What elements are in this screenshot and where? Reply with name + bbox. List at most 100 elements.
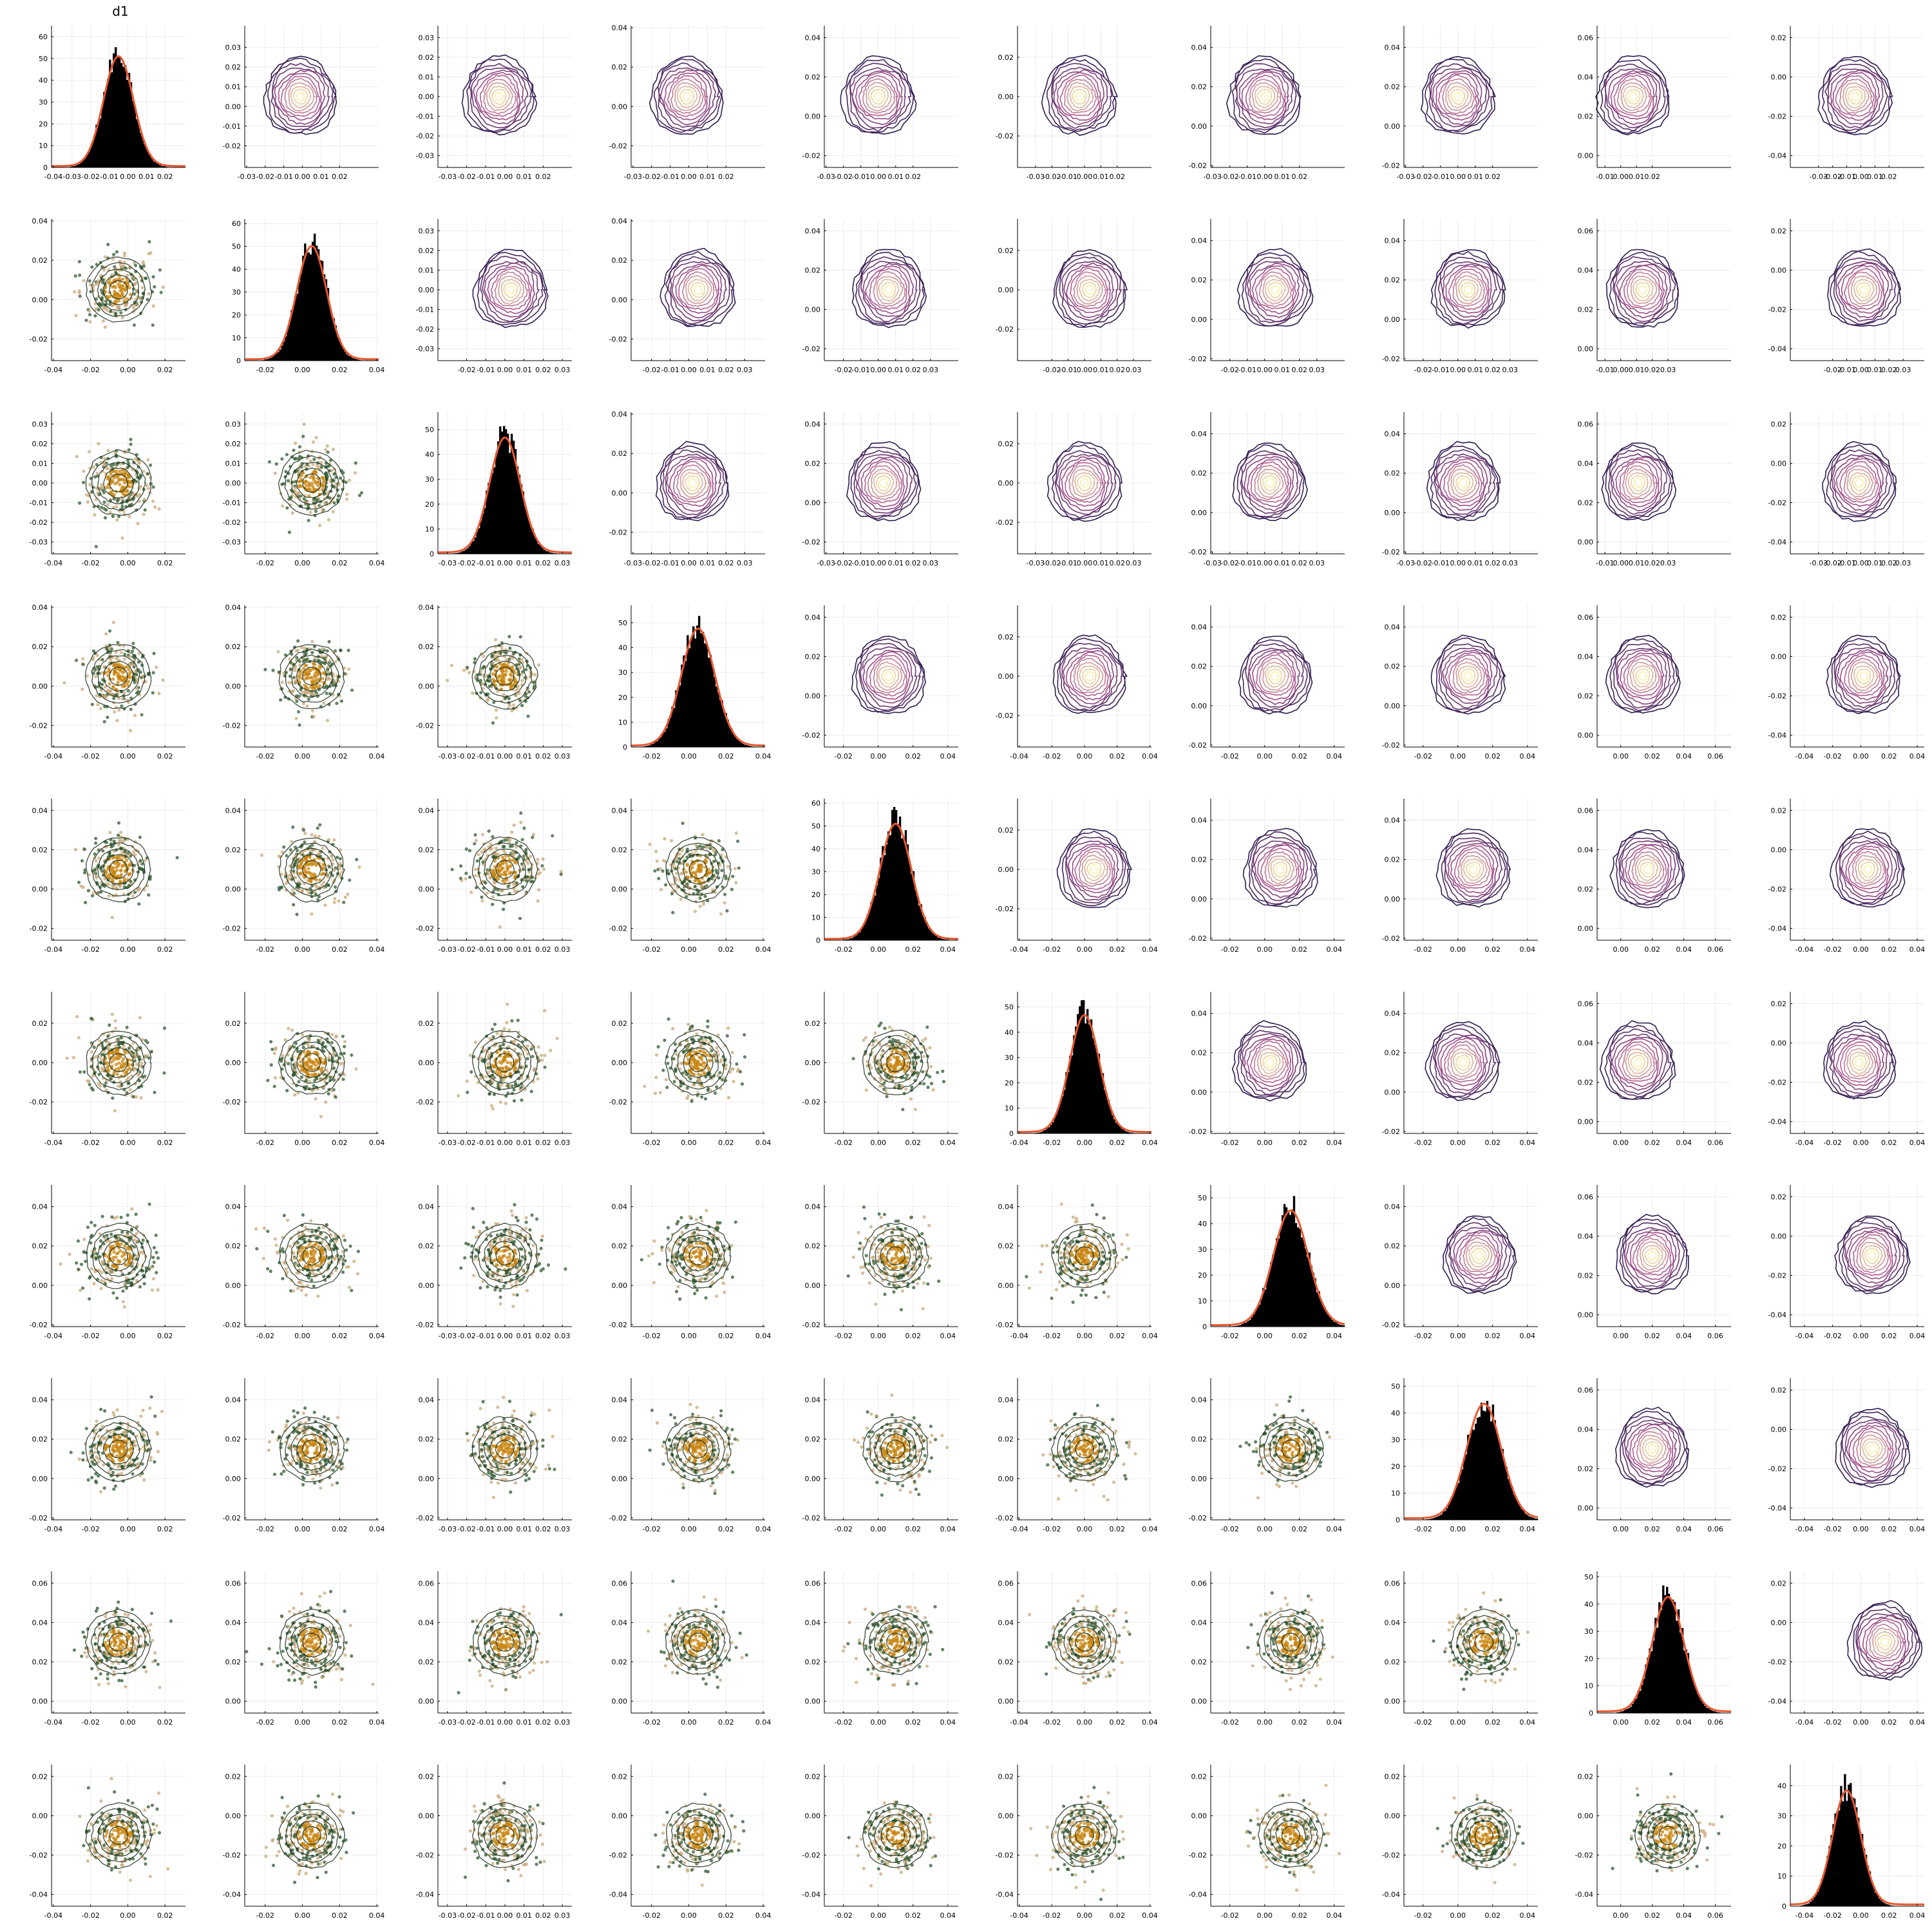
x-tick-label: -0.03 [439, 945, 457, 954]
scatter-point [504, 673, 507, 677]
contour-line [1273, 862, 1288, 878]
scatter-point [127, 448, 131, 452]
scatter-point [309, 668, 313, 672]
scatter-point [120, 864, 125, 867]
histogram-bar [474, 537, 477, 554]
scatter-point [486, 869, 490, 873]
scatter-point [284, 469, 288, 473]
scatter-point [112, 855, 116, 859]
scatter-point [294, 441, 298, 445]
scatter-point [355, 858, 359, 862]
contour-line [503, 282, 518, 299]
scatter-point [110, 915, 114, 920]
scatter-point [263, 668, 267, 672]
contour-line [685, 275, 712, 304]
scatter-point [491, 902, 495, 906]
x-tick-label: -0.02 [81, 945, 99, 954]
contour-line [1622, 844, 1673, 898]
scatter-point [282, 845, 286, 849]
scatter-point [313, 840, 317, 844]
scatter-point [532, 681, 536, 685]
scatter-point [123, 251, 127, 255]
scatter-point [292, 869, 296, 873]
histogram-bar [97, 122, 100, 167]
scatter-point [502, 838, 507, 842]
y-tick-label: 0.00 [225, 682, 242, 690]
y-tick-label: 0.04 [225, 806, 242, 815]
contour-line [1848, 658, 1881, 694]
scatter-point [111, 480, 115, 484]
scatter-point [508, 871, 512, 875]
contour-line [667, 75, 706, 117]
scatter-point [314, 470, 317, 474]
x-tick-label: -0.02 [1043, 559, 1061, 567]
contour-line [1430, 249, 1506, 329]
scatter-point [78, 501, 82, 505]
scatter-point [153, 505, 157, 509]
histogram-bar [325, 279, 328, 361]
scatter-point [103, 325, 108, 329]
contour-line [500, 279, 522, 302]
scatter-point [290, 840, 294, 844]
scatter-point [106, 281, 111, 285]
histogram-bar [717, 692, 720, 747]
x-tick-label: 0.00 [1256, 173, 1273, 181]
x-tick-label: 0.00 [1853, 366, 1869, 374]
scatter-point [507, 634, 511, 639]
contour-line [1605, 249, 1680, 328]
contour-line [1231, 58, 1302, 134]
scatter-point [488, 685, 491, 688]
histogram-bar [547, 551, 549, 554]
contour-line [840, 55, 917, 135]
y-tick-label: 0.06 [1578, 227, 1594, 235]
y-tick-label: 0.00 [1191, 122, 1208, 131]
x-tick-label: -0.04 [44, 752, 62, 761]
contour-line [288, 82, 316, 112]
y-tick-label: 0.02 [1578, 306, 1594, 314]
scatter-point [690, 871, 694, 875]
scatter-point [312, 478, 316, 482]
scatter-point [123, 652, 127, 656]
y-tick-label: -0.02 [416, 721, 434, 730]
histogram-bar [677, 688, 679, 747]
x-tick-label: 0.00 [120, 559, 136, 567]
contour-line [1600, 59, 1669, 134]
scatter-point [296, 492, 300, 496]
contour-line [1458, 478, 1468, 488]
scatter-point [333, 896, 337, 901]
x-tick-label: 0.02 [157, 945, 173, 954]
x-tick-label: -0.01 [1596, 173, 1614, 181]
scatter-point [332, 510, 336, 514]
contour-line [1827, 68, 1884, 129]
scatter-point [147, 252, 151, 256]
contour-line [1847, 88, 1863, 106]
scatter-point [527, 868, 531, 872]
x-tick-label: 0.02 [1881, 173, 1897, 181]
contour-line [1835, 75, 1875, 117]
histogram-bar [275, 354, 278, 361]
contour-line [278, 73, 323, 121]
contour-line [1855, 478, 1864, 488]
scatter-point [131, 492, 135, 496]
density-curve [245, 245, 379, 361]
scatter-point [131, 641, 135, 645]
y-tick-label: 0.02 [1191, 856, 1208, 864]
contour-line [1633, 478, 1643, 488]
contour-line [472, 249, 549, 328]
scatter-point [113, 870, 117, 874]
x-tick-label: 0.00 [681, 559, 697, 567]
x-tick-label: 0.03 [1502, 366, 1519, 374]
x-tick-label: -0.02 [81, 752, 99, 761]
y-tick-label: 0.02 [32, 643, 48, 651]
y-tick-label: 0.04 [1191, 237, 1208, 245]
contour-line [649, 55, 724, 135]
scatter-point [308, 459, 312, 463]
scatter-point [78, 294, 82, 298]
y-tick-label: 30 [618, 668, 627, 677]
x-tick-label: -0.04 [44, 945, 62, 954]
scatter-point [312, 715, 316, 719]
scatter-point [526, 714, 530, 718]
scatter-point [310, 833, 314, 837]
y-tick-label: 0.00 [1385, 316, 1401, 324]
y-tick-label: -0.02 [802, 345, 820, 354]
